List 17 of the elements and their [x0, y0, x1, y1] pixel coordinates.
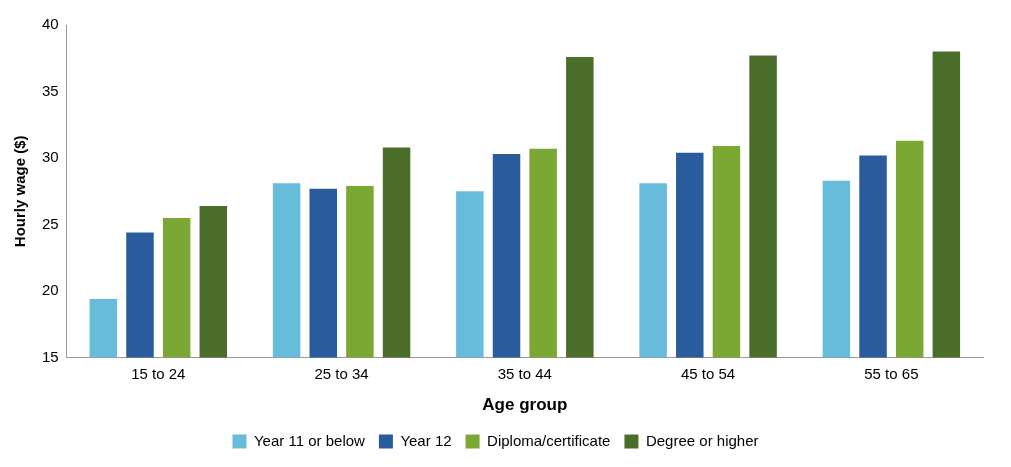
legend-label: Degree or higher: [645, 431, 759, 449]
y-tick-label: 40: [42, 15, 59, 33]
legend-label: Year 12: [400, 431, 452, 449]
x-tick-label: 35 to 44: [497, 364, 552, 382]
x-tick-label: 55 to 65: [864, 364, 919, 382]
x-tick-label: 25 to 34: [314, 364, 369, 382]
y-tick-label: 20: [42, 281, 59, 299]
x-axis-title: Age group: [482, 395, 568, 415]
legend-label: Year 11 or below: [253, 431, 366, 449]
y-tick-label: 35: [42, 81, 59, 99]
legend-label: Diploma/certificate: [487, 431, 611, 449]
x-tick-label: 45 to 54: [681, 364, 736, 382]
y-axis-title: Hourly wage ($): [11, 135, 29, 248]
y-tick-label: 15: [42, 347, 59, 365]
x-tick-label: 15 to 24: [131, 364, 186, 382]
y-tick-label: 30: [42, 148, 59, 166]
y-tick-label: 25: [42, 214, 59, 232]
